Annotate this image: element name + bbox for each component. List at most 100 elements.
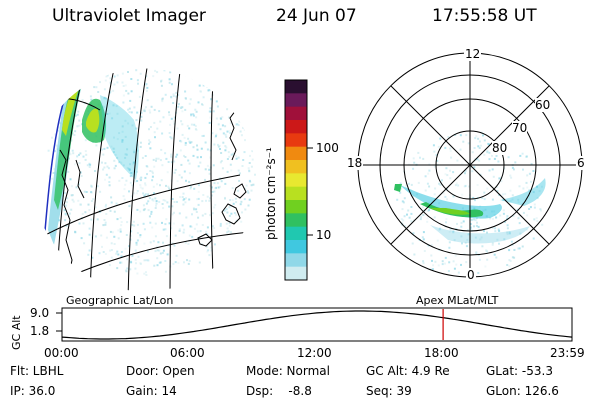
speckle-pixel [232, 202, 235, 205]
speckle-pixel [441, 263, 444, 266]
speckle-pixel [430, 244, 433, 246]
speckle-pixel [168, 81, 171, 84]
speckle-pixel [209, 214, 212, 217]
speckle-pixel [154, 207, 157, 209]
speckle-pixel [121, 140, 124, 143]
speckle-pixel [130, 90, 133, 93]
speckle-pixel [190, 141, 193, 144]
speckle-pixel [135, 243, 138, 246]
speckle-pixel [112, 89, 115, 92]
speckle-pixel [521, 245, 524, 248]
speckle-pixel [113, 83, 116, 86]
speckle-pixel [460, 225, 463, 228]
speckle-pixel [140, 176, 143, 179]
speckle-pixel [110, 201, 113, 204]
speckle-pixel [498, 242, 500, 245]
speckle-pixel [123, 188, 126, 191]
speckle-pixel [87, 253, 90, 256]
speckle-pixel [72, 200, 75, 203]
colorbar-band [285, 186, 307, 201]
speckle-pixel [97, 91, 100, 93]
speckle-pixel [128, 107, 131, 110]
speckle-pixel [146, 165, 149, 168]
speckle-pixel [224, 133, 227, 136]
speckle-pixel [410, 220, 413, 223]
speckle-pixel [452, 260, 455, 263]
speckle-pixel [219, 222, 222, 225]
speckle-pixel [216, 105, 219, 108]
speckle-pixel [449, 228, 452, 231]
speckle-pixel [126, 148, 129, 151]
speckle-pixel [188, 102, 191, 105]
speckle-pixel [151, 65, 153, 67]
speckle-pixel [129, 175, 132, 178]
speckle-pixel [206, 195, 209, 198]
speckle-pixel [435, 154, 438, 156]
speckle-pixel [179, 196, 182, 199]
speckle-pixel [459, 148, 462, 151]
speckle-pixel [162, 207, 165, 210]
speckle-pixel [244, 208, 247, 211]
speckle-pixel [164, 199, 167, 202]
speckle-pixel [134, 267, 137, 270]
speckle-pixel [452, 230, 455, 233]
speckle-pixel [492, 217, 494, 220]
speckle-pixel [195, 208, 198, 211]
speckle-pixel [475, 224, 478, 227]
speckle-pixel [509, 189, 512, 192]
speckle-pixel [227, 230, 230, 233]
speckle-pixel [187, 137, 190, 140]
speckle-pixel [152, 75, 155, 78]
speckle-pixel [248, 162, 251, 164]
speckle-pixel [109, 77, 112, 80]
speckle-pixel [108, 112, 111, 115]
speckle-pixel [197, 165, 200, 168]
speckle-pixel [122, 85, 125, 87]
speckle-pixel [139, 210, 142, 213]
speckle-pixel [219, 161, 222, 164]
speckle-pixel [105, 173, 108, 176]
speckle-pixel [224, 197, 226, 200]
speckle-pixel [156, 249, 159, 252]
speckle-pixel [90, 98, 93, 101]
speckle-pixel [113, 136, 115, 139]
speckle-pixel [158, 249, 161, 252]
speckle-pixel [188, 180, 191, 183]
speckle-pixel [153, 131, 156, 134]
speckle-pixel [105, 203, 107, 206]
speckle-pixel [226, 158, 229, 160]
speckle-pixel [422, 214, 425, 216]
colorbar-band [285, 173, 307, 188]
speckle-pixel [78, 119, 81, 122]
speckle-pixel [235, 213, 238, 216]
speckle-pixel [153, 165, 156, 168]
speckle-pixel [448, 241, 451, 244]
speckle-pixel [76, 125, 79, 128]
speckle-pixel [103, 219, 106, 221]
speckle-pixel [181, 106, 184, 109]
speckle-pixel [116, 138, 119, 141]
speckle-pixel [180, 176, 183, 179]
speckle-pixel [477, 145, 480, 148]
speckle-pixel [462, 220, 465, 223]
speckle-pixel [69, 153, 72, 156]
speckle-pixel [436, 159, 439, 162]
speckle-pixel [117, 253, 120, 256]
speckle-pixel [509, 174, 512, 177]
speckle-pixel [135, 119, 138, 122]
speckle-pixel [128, 111, 131, 114]
speckle-pixel [183, 154, 185, 157]
speckle-pixel [177, 105, 180, 108]
speckle-pixel [506, 224, 509, 227]
speckle-pixel [152, 185, 155, 188]
speckle-pixel [533, 203, 536, 206]
speckle-pixel [457, 184, 460, 187]
speckle-pixel [248, 169, 251, 172]
speckle-pixel [477, 137, 480, 140]
speckle-pixel [450, 229, 453, 232]
speckle-pixel [423, 250, 426, 252]
speckle-pixel [113, 159, 116, 162]
speckle-pixel [103, 96, 106, 99]
speckle-pixel [201, 80, 204, 83]
speckle-pixel [204, 141, 207, 144]
